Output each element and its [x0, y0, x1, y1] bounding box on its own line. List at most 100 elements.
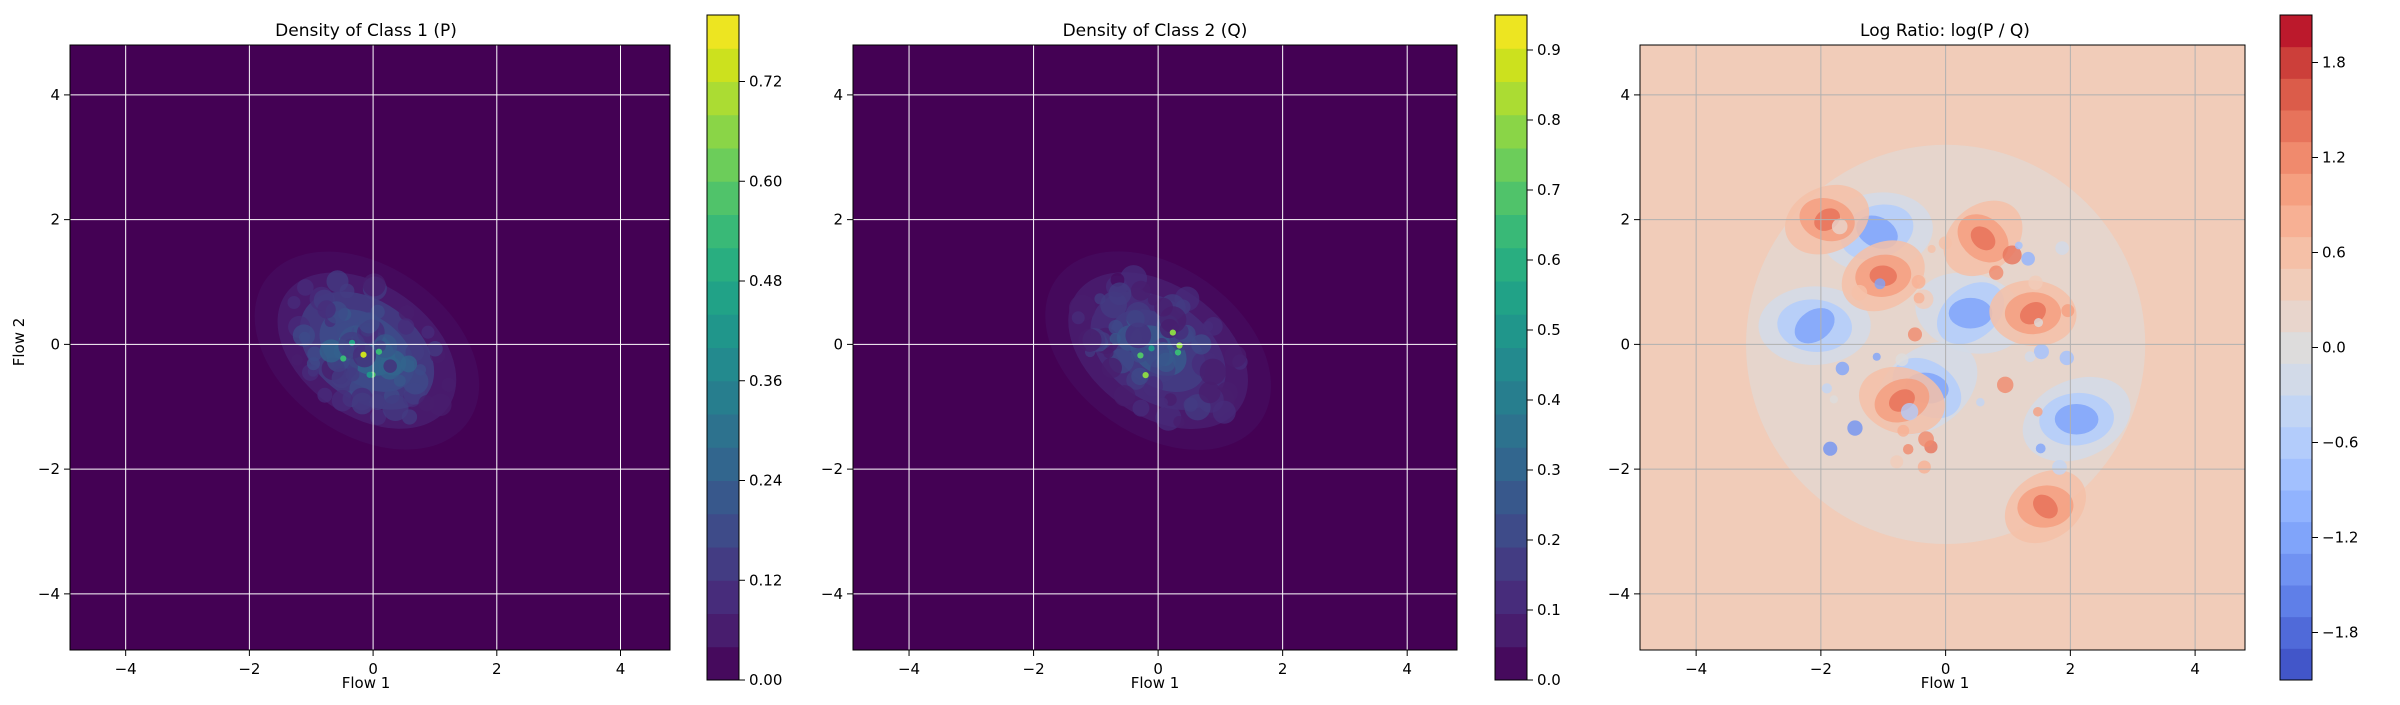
colorbar-level	[1495, 414, 1527, 448]
ratio-speckle	[1976, 398, 1985, 407]
x-tick-label: −2	[1023, 660, 1045, 678]
colorbar-tick-label: 0.5	[1537, 321, 1561, 339]
plot-area[interactable]: −4 −2 0 2 4 −4 −2 0 2 4	[38, 44, 671, 678]
density-clump	[307, 346, 322, 362]
ratio-speckle	[2024, 351, 2036, 363]
density-clump	[1132, 399, 1150, 417]
y-tick-label: 4	[50, 86, 60, 104]
colorbar-tick-label: 0.6	[2322, 244, 2346, 262]
panel-title: Density of Class 2 (Q)	[1063, 21, 1248, 41]
ratio-speckle	[1897, 424, 1910, 437]
ratio-speckle	[1831, 218, 1848, 235]
y-tick-label: −4	[821, 585, 843, 603]
x-tick-label: −4	[1685, 660, 1707, 678]
density-clump	[1113, 385, 1136, 407]
colorbar-level	[2280, 553, 2312, 586]
plot-area[interactable]: −4 −2 0 2 4 −4 −2 0 2 4	[1608, 44, 2246, 678]
colorbar-tick-label: 0.2	[1537, 531, 1561, 549]
colorbar-tick-label: 0.7	[1537, 181, 1561, 199]
density-clump	[362, 273, 386, 297]
density-clump	[1173, 416, 1185, 428]
x-tick-label: 0	[1941, 660, 1951, 678]
plot-frame	[852, 44, 1458, 651]
ratio-speckle	[2055, 241, 2069, 255]
colorbar-level	[2280, 110, 2312, 143]
ratio-speckle	[1927, 244, 1936, 254]
density-blobs	[254, 251, 480, 450]
ratio-speckle	[1917, 460, 1931, 474]
x-tick-label: −2	[1810, 660, 1832, 678]
ratio-speckle	[1907, 327, 1923, 342]
x-tick-label: 2	[1278, 660, 1288, 678]
density-clump	[1183, 397, 1198, 412]
colorbar-level	[707, 380, 739, 415]
colorbar-level	[2280, 268, 2312, 301]
colorbar-frame	[706, 14, 740, 681]
ratio-speckle	[2021, 251, 2035, 266]
colorbar-level	[2280, 78, 2312, 111]
ratio-negative-region	[1948, 297, 1993, 329]
x-tick-label: 0	[1153, 660, 1163, 678]
colorbar-tick-label: 1.8	[2322, 54, 2346, 72]
density-clump	[297, 279, 314, 296]
colorbar-level	[707, 480, 739, 515]
density-clump	[383, 359, 397, 373]
colorbar-level	[1495, 81, 1527, 116]
density-clump	[402, 368, 429, 395]
ratio-speckle	[2035, 443, 2046, 454]
y-tick-label: 2	[833, 211, 843, 229]
ratio-speckle	[1851, 284, 1868, 301]
density-clump	[1101, 357, 1122, 379]
ratio-speckle	[1823, 441, 1838, 456]
density-clump	[400, 355, 418, 373]
ratio-speckle	[2002, 245, 2022, 265]
colorbar: 0.00 0.12 0.24 0.36 0.48 0.60 0.72	[706, 14, 782, 689]
ratio-speckle	[1895, 353, 1909, 367]
y-tick-label: 4	[1620, 86, 1630, 104]
colorbar-level	[707, 547, 739, 581]
panel-log-ratio: Log Ratio: log(P / Q) −4 −2 0 2 4 −4 −2 0 2 4 Flo…	[1608, 14, 2358, 692]
plot-area[interactable]: −4 −2 0 2 4 −4 −2 0 2 4	[821, 44, 1458, 678]
density-clump	[1071, 311, 1085, 325]
density-peak	[1176, 342, 1183, 349]
colorbar-frame	[1494, 14, 1528, 681]
density-clump	[1109, 333, 1121, 345]
density-clump	[326, 270, 349, 293]
ratio-speckle	[1996, 376, 2014, 394]
colorbar-level	[2280, 15, 2312, 48]
colorbar-level	[2280, 300, 2312, 333]
ratio-speckle	[1918, 431, 1934, 447]
density-clump	[292, 324, 315, 347]
colorbar-level	[1495, 148, 1527, 182]
y-tick-label: −4	[38, 585, 60, 603]
panel-class2-density: Density of Class 2 (Q) −4 −2 0 2 4 −4 −2 0 2 4 Fl…	[821, 14, 1561, 692]
colorbar-level	[707, 247, 739, 282]
density-clump	[345, 367, 360, 382]
density-clump	[1156, 352, 1176, 373]
panel-class1-density: Density of Class 1 (P) −4 −2 0 2 4 −4 −2 0 2 4 Fl…	[10, 14, 782, 692]
density-peak	[1148, 345, 1155, 352]
x-tick-label: 2	[2066, 660, 2076, 678]
colorbar-tick-label: 0.6	[1537, 251, 1561, 269]
y-tick-label: 4	[833, 86, 843, 104]
ratio-speckle	[1821, 383, 1832, 394]
colorbar-tick-label: 0.0	[1537, 671, 1561, 689]
x-axis-label: Flow 1	[342, 674, 391, 692]
colorbar-tick-label: 0.4	[1537, 391, 1561, 409]
ratio-speckle	[2028, 275, 2043, 290]
plot-frame	[69, 44, 671, 651]
ratio-speckle	[2033, 344, 2049, 360]
colorbar-level	[1495, 281, 1527, 315]
colorbar-level	[1495, 15, 1527, 49]
ratio-speckle	[2014, 241, 2023, 250]
density-peak	[366, 371, 373, 378]
density-clump	[317, 387, 333, 403]
colorbar-tick-label: 0.0	[2322, 339, 2346, 357]
ratio-speckle	[1900, 402, 1919, 421]
density-peak	[1169, 329, 1176, 336]
density-clump	[1125, 302, 1152, 328]
colorbar-tick-label: −0.6	[2322, 434, 2358, 452]
density-clump	[427, 341, 443, 357]
colorbar-level	[1495, 247, 1527, 282]
colorbar-level	[707, 347, 739, 382]
